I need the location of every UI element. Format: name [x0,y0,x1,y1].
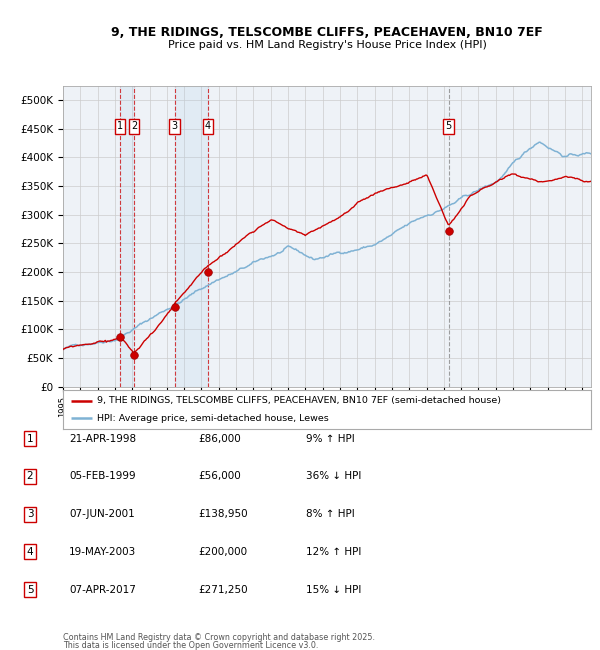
Text: 2: 2 [26,471,34,482]
Text: £86,000: £86,000 [198,434,241,444]
Text: £56,000: £56,000 [198,471,241,482]
Text: 3: 3 [26,509,34,519]
Text: This data is licensed under the Open Government Licence v3.0.: This data is licensed under the Open Gov… [63,641,319,650]
Text: 05-FEB-1999: 05-FEB-1999 [69,471,136,482]
Text: £138,950: £138,950 [198,509,248,519]
Text: 9, THE RIDINGS, TELSCOMBE CLIFFS, PEACEHAVEN, BN10 7EF: 9, THE RIDINGS, TELSCOMBE CLIFFS, PEACEH… [111,26,543,39]
Text: 5: 5 [26,584,34,595]
Text: 8% ↑ HPI: 8% ↑ HPI [306,509,355,519]
Text: 15% ↓ HPI: 15% ↓ HPI [306,584,361,595]
Text: 1: 1 [117,122,123,131]
Text: 9% ↑ HPI: 9% ↑ HPI [306,434,355,444]
Text: £200,000: £200,000 [198,547,247,557]
Text: 3: 3 [172,122,178,131]
Text: 9, THE RIDINGS, TELSCOMBE CLIFFS, PEACEHAVEN, BN10 7EF (semi-detached house): 9, THE RIDINGS, TELSCOMBE CLIFFS, PEACEH… [97,396,502,405]
Text: 12% ↑ HPI: 12% ↑ HPI [306,547,361,557]
Text: £271,250: £271,250 [198,584,248,595]
Text: 4: 4 [26,547,34,557]
Text: Contains HM Land Registry data © Crown copyright and database right 2025.: Contains HM Land Registry data © Crown c… [63,632,375,642]
Text: 07-JUN-2001: 07-JUN-2001 [69,509,135,519]
Text: HPI: Average price, semi-detached house, Lewes: HPI: Average price, semi-detached house,… [97,414,329,423]
Bar [175,86,208,387]
Text: 21-APR-1998: 21-APR-1998 [69,434,136,444]
Text: 07-APR-2017: 07-APR-2017 [69,584,136,595]
Text: 36% ↓ HPI: 36% ↓ HPI [306,471,361,482]
Text: Price paid vs. HM Land Registry's House Price Index (HPI): Price paid vs. HM Land Registry's House … [167,40,487,51]
Text: 2: 2 [131,122,137,131]
Text: 5: 5 [445,122,452,131]
Text: 19-MAY-2003: 19-MAY-2003 [69,547,136,557]
Text: 1: 1 [26,434,34,444]
Bar [120,86,134,387]
Text: 4: 4 [205,122,211,131]
